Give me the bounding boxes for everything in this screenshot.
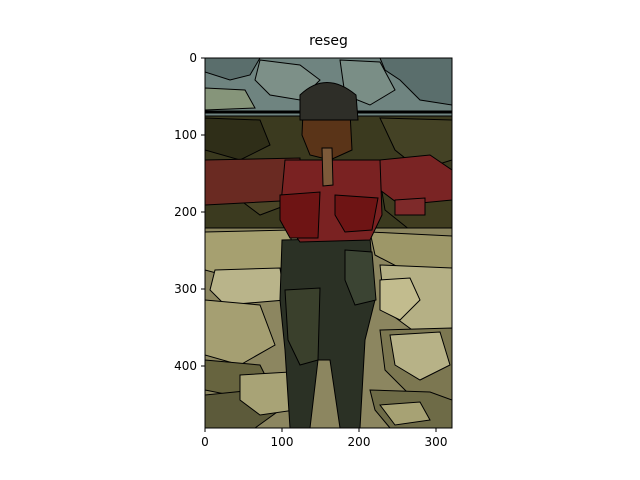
- x-tick-label: 200: [348, 435, 371, 449]
- y-axis: 0 100 200 300 400: [174, 51, 205, 373]
- y-tick-label: 400: [174, 359, 197, 373]
- segmented-image: [205, 58, 452, 428]
- axes-frame: [204, 57, 453, 429]
- x-tick-label: 0: [201, 435, 209, 449]
- y-tick-label: 0: [189, 51, 197, 65]
- y-tick-label: 100: [174, 128, 197, 142]
- x-axis: 0 100 200 300: [201, 428, 447, 449]
- y-tick-label: 200: [174, 205, 197, 219]
- plot-title: reseg: [309, 33, 348, 49]
- y-tick-label: 300: [174, 282, 197, 296]
- x-tick-label: 300: [425, 435, 448, 449]
- x-tick-label: 100: [271, 435, 294, 449]
